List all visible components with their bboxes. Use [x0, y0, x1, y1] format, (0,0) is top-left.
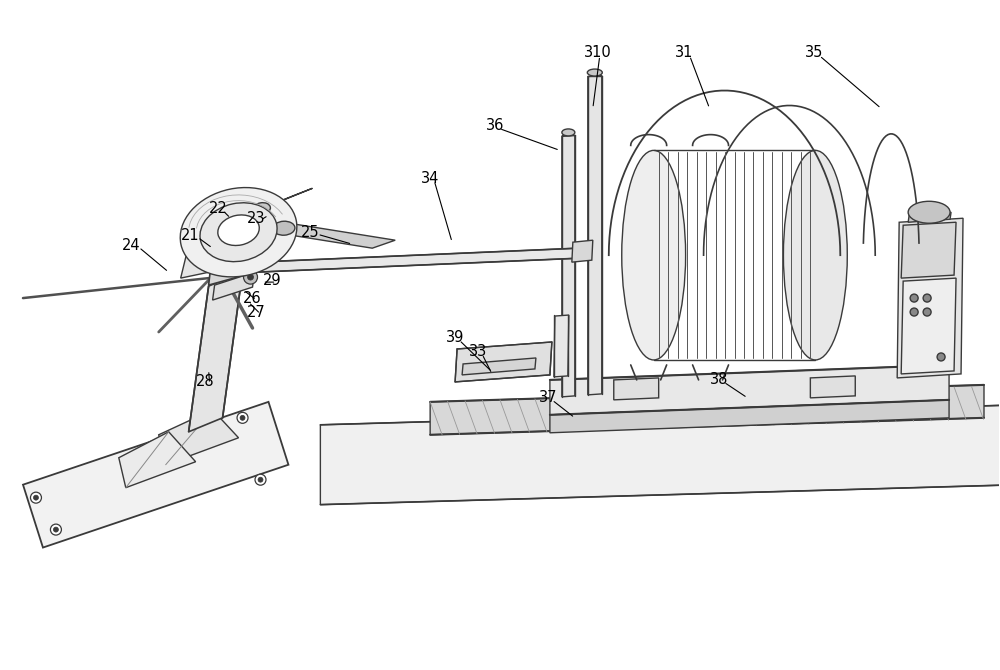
- Circle shape: [50, 524, 61, 535]
- Ellipse shape: [622, 150, 686, 360]
- Circle shape: [30, 492, 41, 503]
- Polygon shape: [256, 248, 580, 272]
- Polygon shape: [189, 272, 243, 431]
- Text: 33: 33: [469, 344, 487, 360]
- Circle shape: [923, 294, 931, 302]
- Polygon shape: [901, 222, 956, 278]
- Polygon shape: [572, 241, 593, 262]
- Circle shape: [255, 474, 266, 485]
- Ellipse shape: [200, 203, 277, 262]
- Polygon shape: [588, 76, 602, 395]
- Polygon shape: [272, 224, 395, 248]
- Polygon shape: [430, 385, 984, 435]
- Ellipse shape: [908, 201, 950, 223]
- Polygon shape: [455, 342, 552, 382]
- Text: 23: 23: [247, 211, 266, 226]
- Circle shape: [910, 308, 918, 316]
- Circle shape: [240, 415, 245, 420]
- Text: 26: 26: [243, 291, 262, 306]
- Polygon shape: [119, 431, 196, 488]
- Text: 310: 310: [584, 45, 612, 60]
- Circle shape: [244, 270, 258, 284]
- Polygon shape: [554, 315, 569, 377]
- Polygon shape: [550, 365, 949, 415]
- Ellipse shape: [218, 215, 259, 245]
- Polygon shape: [614, 378, 659, 400]
- Text: 24: 24: [121, 238, 140, 253]
- Polygon shape: [209, 255, 258, 285]
- Ellipse shape: [273, 221, 295, 235]
- Circle shape: [248, 274, 254, 280]
- Polygon shape: [550, 400, 949, 433]
- Text: 34: 34: [421, 171, 439, 186]
- Text: 36: 36: [486, 118, 504, 133]
- Polygon shape: [908, 212, 951, 222]
- Circle shape: [910, 294, 918, 302]
- Polygon shape: [810, 376, 855, 398]
- Circle shape: [937, 353, 945, 361]
- Text: 35: 35: [805, 45, 824, 60]
- Polygon shape: [159, 410, 239, 465]
- Ellipse shape: [587, 69, 602, 76]
- Ellipse shape: [783, 150, 847, 360]
- Circle shape: [53, 527, 58, 532]
- Text: 39: 39: [446, 330, 464, 346]
- Ellipse shape: [562, 129, 575, 136]
- Text: 21: 21: [181, 228, 200, 243]
- Polygon shape: [181, 222, 253, 278]
- Ellipse shape: [253, 202, 270, 215]
- Polygon shape: [462, 358, 536, 375]
- Polygon shape: [901, 278, 956, 374]
- Polygon shape: [23, 402, 288, 547]
- Polygon shape: [213, 272, 255, 300]
- Text: 22: 22: [209, 201, 228, 216]
- Text: 28: 28: [196, 375, 215, 389]
- Ellipse shape: [180, 188, 297, 277]
- Text: 31: 31: [675, 45, 694, 60]
- Circle shape: [33, 495, 38, 500]
- Text: 29: 29: [263, 273, 282, 287]
- Circle shape: [258, 477, 263, 482]
- Text: 38: 38: [710, 373, 729, 387]
- Circle shape: [237, 412, 248, 423]
- Circle shape: [923, 308, 931, 316]
- Text: 25: 25: [301, 224, 320, 240]
- Polygon shape: [562, 135, 575, 397]
- Text: 27: 27: [247, 305, 266, 320]
- Polygon shape: [320, 405, 1000, 505]
- Polygon shape: [253, 188, 312, 212]
- Text: 37: 37: [539, 391, 557, 405]
- Polygon shape: [897, 218, 963, 378]
